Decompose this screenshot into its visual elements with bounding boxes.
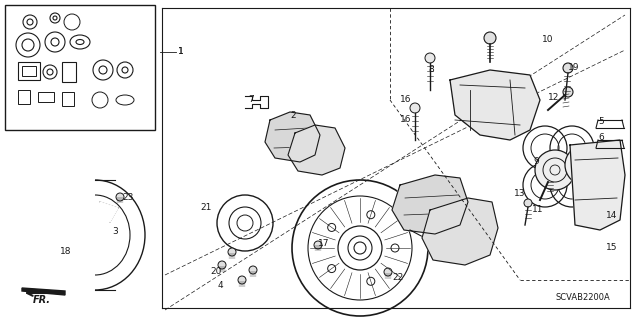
Polygon shape [392,175,468,234]
Text: 10: 10 [542,35,554,44]
Polygon shape [450,70,540,140]
Text: 22: 22 [392,273,403,283]
Text: 8: 8 [428,65,434,75]
Circle shape [238,276,246,284]
Circle shape [116,193,124,201]
Text: 6: 6 [598,133,604,143]
Text: SCVAB2200A: SCVAB2200A [555,293,610,302]
Text: 13: 13 [514,189,525,197]
Text: 11: 11 [532,205,543,214]
Text: 23: 23 [122,192,133,202]
Circle shape [384,268,392,276]
Circle shape [314,241,322,249]
Polygon shape [570,140,625,230]
Polygon shape [288,125,345,175]
Text: 16: 16 [400,95,412,105]
Text: 14: 14 [606,211,618,219]
Text: 18: 18 [60,248,72,256]
Bar [38,92,54,102]
Polygon shape [422,198,498,265]
Text: 7: 7 [248,95,253,105]
Circle shape [425,53,435,63]
Bar [575,198,589,206]
Polygon shape [100,202,118,222]
Circle shape [410,103,420,113]
Text: 19: 19 [568,63,579,72]
Circle shape [563,63,573,73]
Circle shape [565,145,605,185]
Circle shape [563,87,573,97]
Bar [18,90,30,104]
Bar [62,62,76,82]
Polygon shape [22,288,65,295]
Text: 4: 4 [218,280,223,290]
Polygon shape [265,112,320,162]
Text: 1: 1 [178,48,184,56]
Text: 1: 1 [178,48,184,56]
Text: 16: 16 [400,115,412,124]
Text: 20: 20 [210,268,221,277]
Circle shape [546,174,556,184]
Text: 12: 12 [548,93,559,102]
Text: 15: 15 [606,243,618,253]
Circle shape [524,199,532,207]
Text: 5: 5 [598,117,604,127]
Bar [5,5,155,130]
Circle shape [218,261,226,269]
Text: 2: 2 [290,110,296,120]
Circle shape [484,32,496,44]
Text: 3: 3 [112,227,118,236]
Bar [18,62,40,80]
Bar [62,92,74,106]
Bar [608,198,620,206]
Circle shape [228,248,236,256]
Bar [608,162,620,170]
Bar [22,66,36,76]
Circle shape [496,94,524,122]
Text: 21: 21 [200,204,211,212]
Circle shape [535,150,575,190]
Circle shape [457,90,493,126]
Text: 17: 17 [318,239,330,248]
Text: FR.: FR. [33,295,51,305]
Text: 9: 9 [533,158,539,167]
Circle shape [249,266,257,274]
Bar [575,162,589,170]
